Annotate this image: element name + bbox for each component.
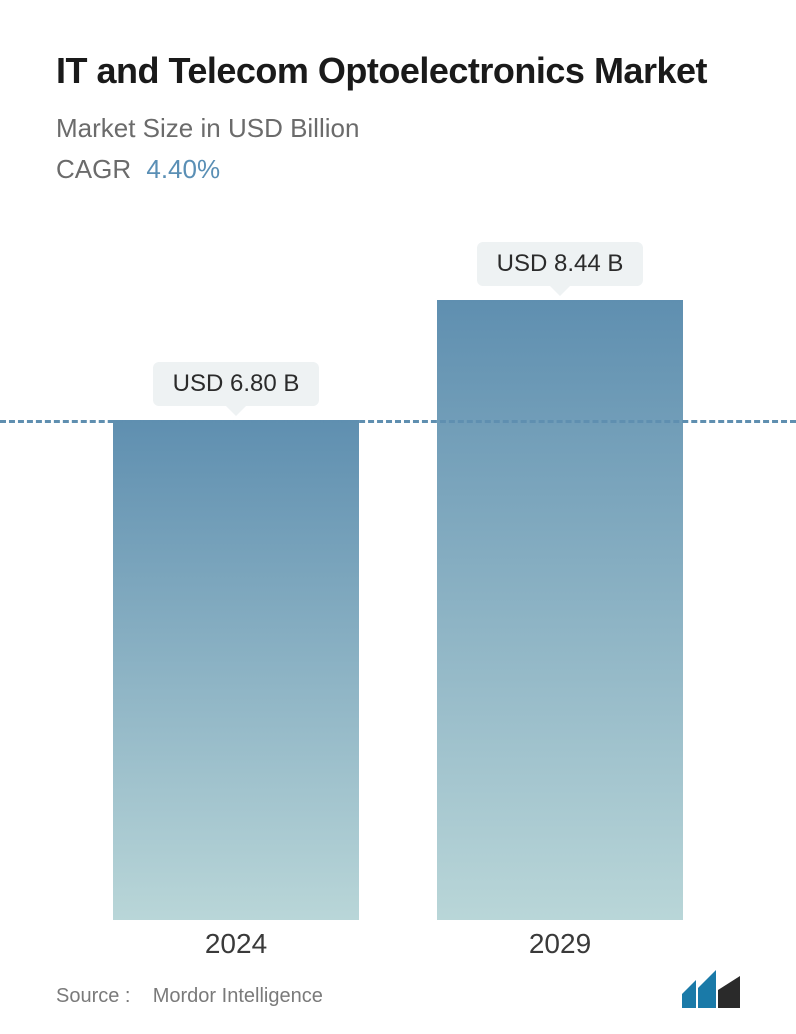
- source-text: Source : Mordor Intelligence: [56, 985, 323, 1008]
- bar: [113, 420, 359, 920]
- bar-group: USD 8.44 B: [437, 242, 683, 920]
- cagr-label: CAGR: [56, 154, 131, 184]
- source-label: Source :: [56, 985, 130, 1007]
- reference-line: [0, 420, 796, 423]
- cagr-row: CAGR 4.40%: [56, 154, 740, 185]
- bar-group: USD 6.80 B: [113, 362, 359, 920]
- chart-container: IT and Telecom Optoelectronics Market Ma…: [0, 0, 796, 1034]
- bar-value-label: USD 8.44 B: [477, 242, 644, 286]
- cagr-value: 4.40%: [146, 154, 220, 184]
- footer: Source : Mordor Intelligence: [56, 970, 740, 1008]
- chart-area: USD 6.80 BUSD 8.44 B: [0, 300, 796, 920]
- chart-subtitle: Market Size in USD Billion: [56, 113, 740, 144]
- bar: [437, 300, 683, 920]
- x-axis-label: 2029: [529, 928, 591, 960]
- x-axis-labels: 2024 2029: [0, 928, 796, 968]
- logo-icon: [682, 970, 740, 1008]
- x-axis-label: 2024: [205, 928, 267, 960]
- bar-value-label: USD 6.80 B: [153, 362, 320, 406]
- source-name: Mordor Intelligence: [153, 985, 323, 1007]
- chart-title: IT and Telecom Optoelectronics Market: [56, 48, 740, 93]
